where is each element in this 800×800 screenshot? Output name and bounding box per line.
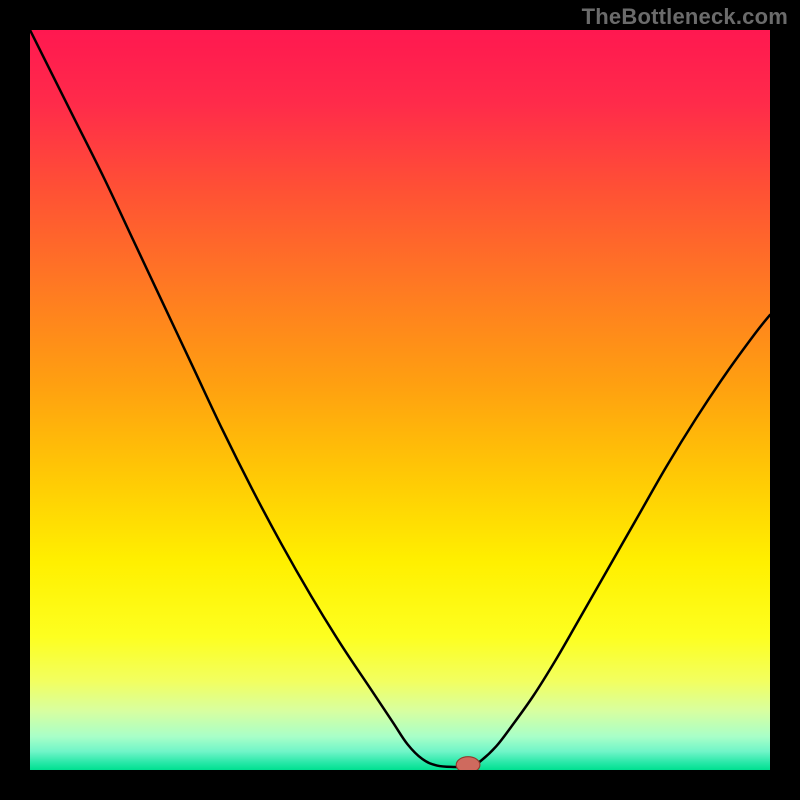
optimal-point-marker — [456, 757, 480, 770]
attribution-text: TheBottleneck.com — [582, 4, 788, 30]
chart-frame: TheBottleneck.com — [0, 0, 800, 800]
bottleneck-curve-chart — [30, 30, 770, 770]
plot-background — [30, 30, 770, 770]
plot-area — [30, 30, 770, 770]
